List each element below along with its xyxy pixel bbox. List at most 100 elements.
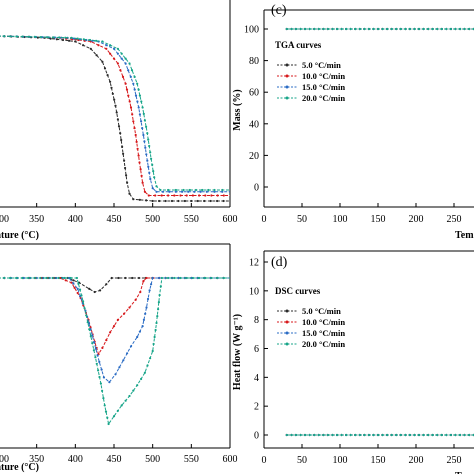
tga-left-series-1-point [135, 140, 138, 143]
tga-left-series-3-point [136, 82, 139, 85]
series-3-point [413, 433, 416, 437]
tga-left-series-0-point [115, 111, 118, 114]
tga-left-series-1-point [137, 154, 140, 157]
series-3-point [367, 27, 370, 31]
dsc-left-series-3-point [9, 276, 12, 280]
dsc-left-series-2-point [55, 276, 58, 280]
dsc-left-series-2-point [22, 276, 25, 280]
dsc-left-series-3-point [75, 276, 78, 280]
tga-left-series-3-point [39, 36, 43, 39]
legend-swatch-marker [285, 63, 289, 67]
tga-left-series-0-point [151, 199, 154, 203]
series-3-point [322, 433, 325, 437]
tga-left-series-0-point [196, 199, 199, 203]
tga-left-series-3-point [140, 100, 143, 103]
dsc-left-series-3-point [78, 288, 82, 291]
dsc-left-series-2-point [190, 276, 193, 280]
tga-left-series-1-point [125, 88, 129, 91]
series-3-point [317, 27, 320, 31]
tga-left-series-2-point [105, 44, 108, 47]
tga-left-series-2-point [148, 171, 151, 174]
tga-left-series-3-point [159, 188, 162, 192]
legend-entry: 10.0 °C/min [277, 317, 345, 327]
tga-left-series-1-point [132, 120, 135, 123]
tga-left-series-2-point [132, 82, 135, 85]
tga-left-series-2-point [174, 190, 177, 193]
series-3-point [381, 433, 384, 437]
series-3-point [308, 27, 311, 31]
dsc-left-series-2-point [142, 318, 145, 321]
dsc-left-series-3-point [156, 315, 159, 318]
series-3-point [335, 433, 339, 437]
x-axis-title: Tem [455, 230, 474, 241]
dsc-left-x-tick-label: 350 [29, 454, 44, 465]
dsc-left-series-3-point [210, 276, 213, 280]
dsc-left-series-1-point [112, 325, 116, 328]
x-tick-label: 50 [297, 455, 307, 466]
tga-left-series-1-point [129, 106, 133, 109]
series-3-point [431, 433, 434, 437]
tga-left-series-2-point [151, 187, 154, 190]
dsc-left-series-3-point [155, 321, 158, 325]
dsc-left-series-3-point [152, 342, 155, 346]
dsc-left-series-2-point [68, 276, 71, 280]
tga-left-series-3-point [221, 188, 224, 192]
tga-left-series-2-point [140, 120, 143, 123]
tga-left-series-3-point [167, 188, 170, 192]
dsc-left-series-2-point [93, 341, 96, 344]
tga-left-series-0-point [119, 132, 122, 135]
series-3-point [285, 27, 288, 31]
tga-left-series-0-point [132, 198, 135, 201]
series-3-point [317, 433, 320, 437]
tga-left-series-3-point [120, 52, 123, 55]
legend-entry: 10.0 °C/min [277, 71, 345, 81]
tga-left-series-0-point [126, 181, 129, 184]
tga-left-series-0-point [49, 37, 52, 40]
dsc-left-series-3-point [3, 276, 6, 280]
dsc-left-series-3-point [63, 276, 66, 280]
dsc-left-series-1-line [0, 277, 230, 356]
tga-left-series-1-point [121, 75, 125, 78]
dsc-left-series-3-point [124, 399, 127, 402]
tga-left-series-3-point [3, 35, 6, 38]
tga-left-series-2-point [137, 106, 140, 109]
tga-left-series-0-point [203, 199, 206, 203]
dsc-left-series-0-point [99, 289, 102, 292]
dsc-left-series-3-point [157, 308, 160, 311]
dsc-left-series-3-point [179, 276, 182, 280]
legend-swatch-marker [285, 309, 289, 313]
tga-left-series-1-point [124, 82, 127, 85]
tga-left-series-0-point [74, 40, 77, 43]
y-axis-title: Mass (%) [232, 89, 243, 130]
dsc-right-panel: 0 2 4 6 8 10 12 0 50 100 150 200 250 Tem Heat flow (W … [232, 250, 474, 474]
x-tick-label: 0 [262, 214, 267, 225]
tga-left-series-0-point [124, 166, 127, 170]
series-3-point [445, 433, 448, 437]
dsc-left-series-3-point [106, 416, 109, 419]
tga-left-series-1-point [204, 194, 207, 197]
tga-left-series-3-point [82, 38, 85, 41]
dsc-left-series-2-point [146, 297, 150, 301]
tga-left-series-1-point [136, 147, 139, 150]
tga-left-series-3-point [153, 176, 156, 179]
tga-left-series-0-point [103, 67, 107, 70]
series-3-point [413, 27, 416, 31]
dsc-left-series-2-point [148, 289, 151, 292]
dsc-left-series-3-point [160, 276, 163, 280]
tga-left-series-3-point [182, 188, 185, 192]
series-3-point [303, 27, 307, 31]
tga-left-series-3-point [70, 36, 73, 39]
legend-entry: 15.0 °C/min [277, 82, 345, 92]
tga-left-series-2-point [133, 88, 136, 91]
tga-left-series-0-point [138, 198, 141, 201]
tga-left-series-3-point [149, 151, 152, 154]
tga-left-series-2-point [146, 159, 149, 162]
dsc-left-series-3-point [99, 382, 102, 385]
dsc-left-series-3-point [103, 404, 106, 407]
series-3-point [285, 433, 288, 437]
dsc-left-series-3-point [94, 356, 97, 359]
tga-left-series-0-point [122, 152, 125, 155]
tga-left-panel: 00 350 400 450 500 550 600 ature (°C) [0, 0, 238, 241]
dsc-left-series-3-point [216, 276, 219, 280]
